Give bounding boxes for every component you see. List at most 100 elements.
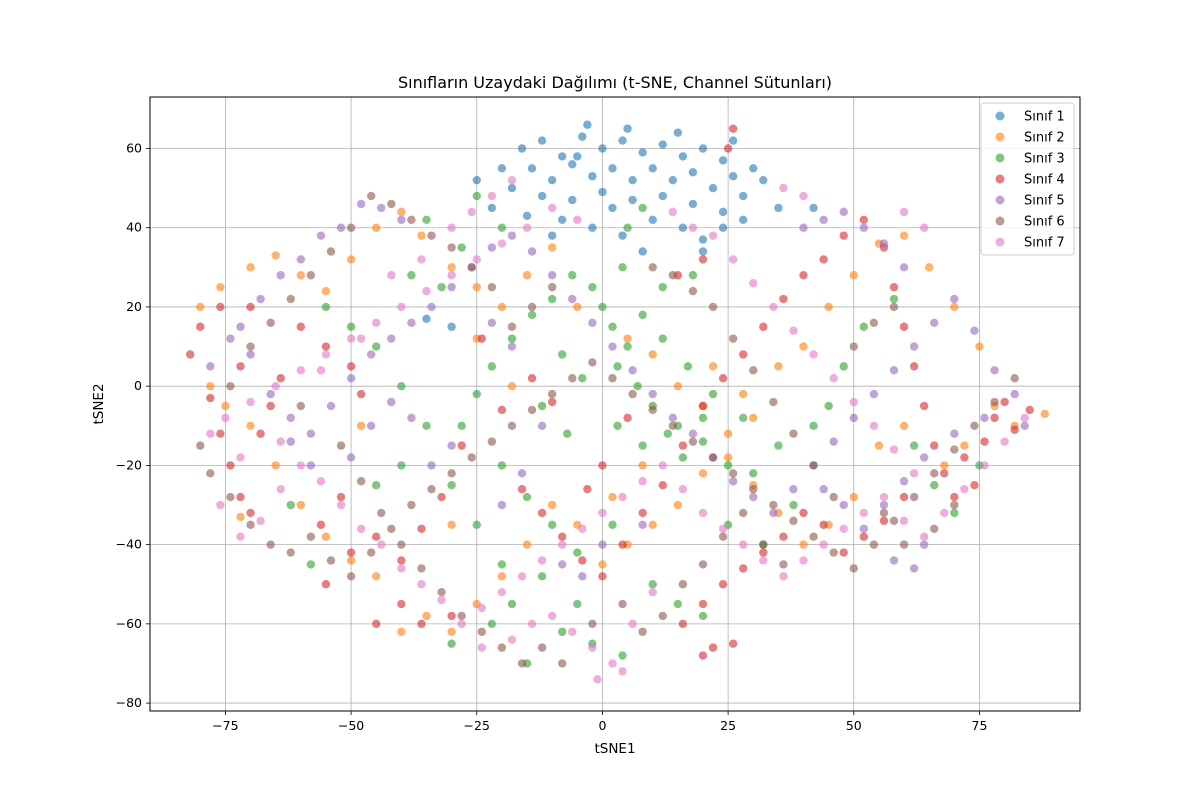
data-point [246, 520, 255, 530]
legend-marker [995, 111, 1005, 121]
data-point [537, 556, 547, 565]
data-point [1020, 421, 1029, 430]
data-point [356, 334, 366, 343]
data-point [372, 318, 381, 327]
data-point [573, 599, 582, 609]
data-point [869, 540, 879, 549]
data-point [558, 560, 567, 569]
data-point [196, 302, 205, 312]
data-point [507, 421, 517, 430]
legend-marker [995, 195, 1005, 205]
data-point [372, 223, 381, 232]
data-point [427, 231, 436, 240]
data-point [573, 152, 582, 161]
data-point [372, 481, 381, 490]
data-point [668, 207, 678, 217]
data-point [321, 532, 331, 541]
data-point [769, 500, 778, 510]
legend-label: Sınıf 1 [1024, 110, 1065, 125]
data-point [457, 421, 466, 430]
data-point [919, 401, 929, 411]
data-point [970, 481, 979, 490]
data-point [568, 271, 577, 280]
data-point [638, 441, 647, 450]
data-point [346, 548, 356, 557]
data-point [457, 619, 466, 629]
data-point [819, 520, 828, 530]
data-point [578, 556, 587, 565]
data-point [598, 508, 607, 518]
data-point [683, 362, 693, 371]
data-point [372, 572, 381, 581]
data-point [708, 302, 718, 312]
data-point [688, 286, 698, 296]
data-point [346, 556, 356, 565]
data-point [728, 477, 738, 486]
data-point [497, 572, 507, 581]
data-point [472, 389, 481, 399]
x-tick-label: −25 [464, 718, 490, 733]
data-point [919, 532, 929, 541]
legend-label: Sınıf 6 [1024, 215, 1065, 230]
data-point [457, 611, 466, 621]
data-point [718, 374, 728, 383]
data-point [558, 350, 567, 359]
data-point [909, 469, 919, 478]
data-point [849, 492, 858, 502]
data-point [487, 282, 497, 292]
data-point [874, 441, 884, 450]
data-point [869, 421, 879, 430]
data-point [417, 619, 426, 629]
data-point [578, 374, 587, 383]
data-point [899, 540, 909, 549]
data-point [738, 350, 748, 359]
data-point [447, 639, 456, 648]
data-point [517, 144, 527, 153]
data-point [1040, 409, 1050, 419]
data-point [859, 215, 869, 224]
series-7-points [206, 175, 1029, 684]
data-point [366, 548, 376, 557]
data-point [497, 405, 507, 415]
data-point [598, 560, 607, 569]
data-point [879, 516, 889, 526]
data-point [563, 429, 572, 438]
legend: Sınıf 1 Sınıf 2 Sınıf 3 Sınıf 4 Sınıf 5 Sınıf… [980, 102, 1075, 256]
data-point [668, 175, 678, 185]
data-point [497, 643, 507, 652]
data-point [789, 429, 798, 438]
data-point [497, 164, 507, 173]
data-point [487, 362, 497, 371]
data-point [718, 524, 728, 533]
data-point [417, 580, 426, 589]
data-point [688, 223, 698, 232]
data-point [206, 362, 215, 371]
legend-label: Sınıf 3 [1024, 152, 1065, 167]
data-point [849, 342, 858, 351]
data-point [306, 429, 316, 438]
data-point [648, 580, 657, 589]
data-point [477, 603, 486, 613]
data-point [578, 132, 587, 141]
data-point [678, 441, 688, 450]
data-point [658, 334, 667, 343]
data-point [829, 548, 838, 557]
data-point [326, 556, 336, 565]
data-point [236, 492, 245, 502]
data-point [316, 231, 326, 240]
legend-label: Sınıf 7 [1024, 236, 1065, 251]
plot-points [186, 120, 1050, 684]
data-point [397, 599, 406, 609]
data-point [457, 243, 466, 252]
data-point [673, 599, 683, 609]
data-point [824, 302, 833, 312]
data-point [608, 164, 617, 173]
data-point [547, 175, 557, 185]
data-point [226, 334, 235, 343]
data-point [879, 500, 889, 510]
data-point [246, 421, 255, 430]
x-tick-label: 25 [720, 718, 736, 733]
data-point [738, 508, 748, 518]
data-point [422, 421, 431, 430]
data-point [256, 429, 265, 438]
